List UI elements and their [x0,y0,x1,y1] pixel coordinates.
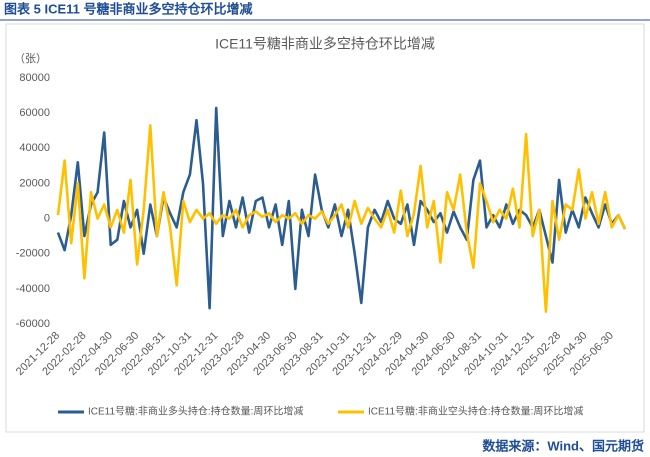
y-tick-label: -20000 [16,248,50,260]
source: 数据来源：Wind、国元期货 [482,438,644,453]
chart-title: ICE11号糖非商业多空持仓环比增减 [215,36,435,52]
series-line [56,106,627,310]
y-tick-label: 40000 [19,142,50,154]
chart-frame [5,23,645,433]
y-unit: （张） [14,52,47,65]
y-tick-label: 80000 [19,72,50,84]
y-tick-label: 0 [44,212,50,224]
y-tick-label: 60000 [19,107,50,119]
y-tick-label: -60000 [16,318,50,330]
y-tick-label: -40000 [16,283,50,295]
y-tick-label: 20000 [19,177,50,189]
series-line [56,124,627,313]
header-title: 图表 5 ICE11 号糖非商业多空持仓环比增减 [4,1,252,16]
legend-label: ICE11号糖:非商业空头持仓:持仓数量:周环比增减 [368,405,583,418]
legend-label: ICE11号糖:非商业多头持仓:持仓数量:周环比增减 [88,405,303,418]
